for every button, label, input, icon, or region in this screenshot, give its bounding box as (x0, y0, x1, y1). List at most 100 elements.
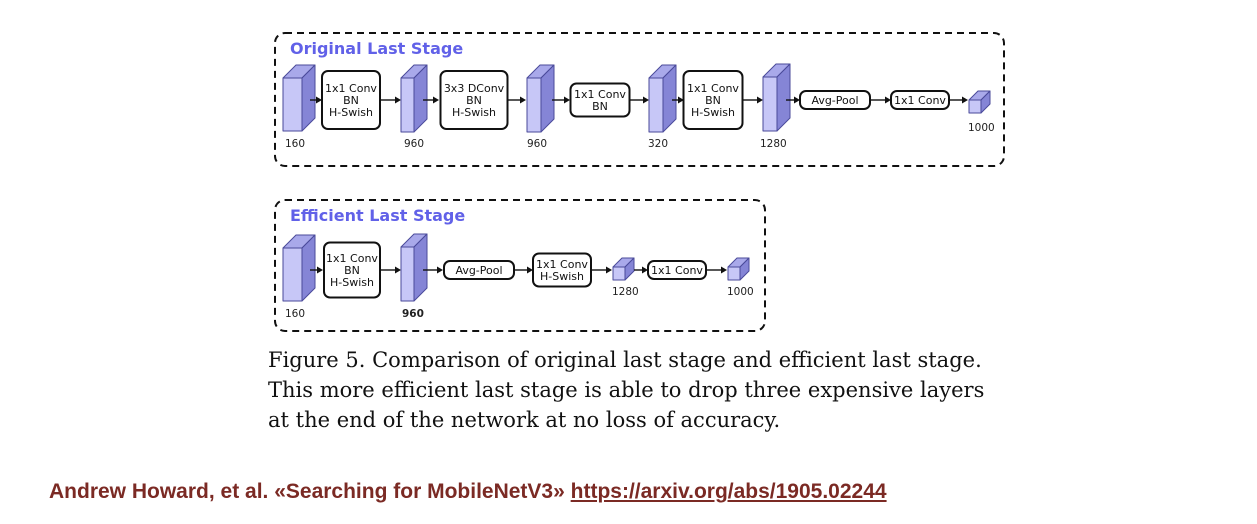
arrow-head (642, 266, 648, 274)
op-label: 1x1 Conv (687, 82, 739, 95)
flow-arrow (380, 266, 401, 274)
tensor-front-face (968, 99, 982, 114)
tensor-dim-label: 1000 (727, 286, 754, 298)
flow-arrow (706, 266, 727, 274)
op-label: 1x1 Conv (325, 82, 377, 95)
arrow-head (643, 96, 649, 104)
arrow-head (606, 266, 612, 274)
tensor-dim-label: 960 (527, 138, 547, 150)
arrow-head (433, 96, 439, 104)
flow-arrow (310, 266, 323, 274)
caption-line-2: This more efficient last stage is able t… (268, 378, 985, 402)
flow-arrow (380, 96, 401, 104)
flow-arrow (552, 96, 570, 104)
tensor-dim-label: 960 (404, 138, 424, 150)
tensor-dim-label: 960 (402, 308, 424, 320)
op-label: Avg-Pool (811, 94, 858, 107)
flow-arrow (508, 96, 526, 104)
op-label: H-Swish (540, 270, 584, 283)
tensor-front-face (526, 77, 542, 133)
op-avg-pool-eff: Avg-Pool (443, 260, 515, 280)
op-label: BN (592, 100, 608, 113)
tensor-960-eff: 960 (400, 233, 428, 320)
arrow-head (316, 96, 322, 104)
tensor-dim-label: 1280 (760, 138, 787, 150)
tensor-front-face (282, 247, 303, 302)
arrow-head (794, 96, 800, 104)
arxiv-link[interactable]: https://arxiv.org/abs/1905.02244 (570, 480, 887, 503)
tensor-320: 320 (648, 64, 677, 150)
op-1x1-conv-eff: 1x1 Conv (647, 260, 707, 280)
tensor-160: 160 (282, 64, 316, 150)
op-label: BN (344, 264, 360, 277)
tensor-dim-label: 160 (285, 138, 305, 150)
arrow-head (757, 96, 763, 104)
tensor-front-face (648, 77, 664, 133)
flow-arrow (743, 96, 763, 104)
op-box-outline (569, 82, 631, 118)
original-stage-title: Original Last Stage (290, 39, 463, 58)
arrow-head (395, 96, 401, 104)
op-1x1-conv: 1x1 Conv (890, 90, 950, 110)
op-label: 3x3 DConv (444, 82, 505, 95)
tensor-dim-label: 160 (285, 308, 305, 320)
flow-arrow (634, 266, 648, 274)
flow-arrow (423, 266, 443, 274)
citation-text: Andrew Howard, et al. «Searching for Mob… (49, 480, 565, 503)
tensor-1280-eff: 1280 (612, 257, 639, 298)
op-label: BN (466, 94, 482, 107)
flow-arrow (786, 96, 800, 104)
op-label: 1x1 Conv (326, 252, 378, 265)
op-label: 1x1 Conv (894, 94, 946, 107)
tensor-dim-label: 320 (648, 138, 668, 150)
op-label: H-Swish (330, 276, 374, 289)
tensor-front-face (762, 76, 778, 132)
op-label: 1x1 Conv (536, 258, 588, 271)
arrow-head (395, 266, 401, 274)
caption-line-3: at the end of the network at no loss of … (268, 408, 781, 432)
flow-arrow (423, 96, 439, 104)
op-label: 1x1 Conv (574, 88, 626, 101)
op-label: Avg-Pool (455, 264, 502, 277)
caption-line-1: Figure 5. Comparison of original last st… (268, 348, 982, 372)
arrow-head (527, 266, 533, 274)
citation: Andrew Howard, et al. «Searching for Mob… (49, 480, 887, 504)
figure-caption: Figure 5. Comparison of original last st… (268, 345, 1028, 435)
arrow-head (885, 96, 891, 104)
flow-arrow (591, 266, 612, 274)
arrow-head (437, 266, 443, 274)
op-box-outline (682, 70, 744, 130)
flow-arrow (949, 96, 968, 104)
arrow-head (564, 96, 570, 104)
tensor-front-face (400, 246, 415, 302)
op-label: H-Swish (691, 106, 735, 119)
op-label: H-Swish (329, 106, 373, 119)
flow-arrow (672, 96, 684, 104)
tensor-960-a: 960 (400, 64, 428, 150)
arrow-head (317, 266, 323, 274)
tensor-960-b: 960 (526, 64, 555, 150)
flow-arrow (630, 96, 649, 104)
op-label: BN (343, 94, 359, 107)
tensor-1000: 1000 (968, 90, 995, 134)
arrow-head (678, 96, 684, 104)
op-box-outline (439, 70, 509, 130)
tensor-front-face (400, 77, 415, 133)
flow-arrow (870, 96, 891, 104)
flow-arrow (514, 266, 533, 274)
arrow-head (721, 266, 727, 274)
op-avg-pool: Avg-Pool (799, 90, 871, 110)
op-label: BN (705, 94, 721, 107)
flow-arrow (310, 96, 322, 104)
arrow-head (520, 96, 526, 104)
tensor-front-face (727, 266, 741, 281)
op-label: H-Swish (452, 106, 496, 119)
tensor-dim-label: 1000 (968, 122, 995, 134)
